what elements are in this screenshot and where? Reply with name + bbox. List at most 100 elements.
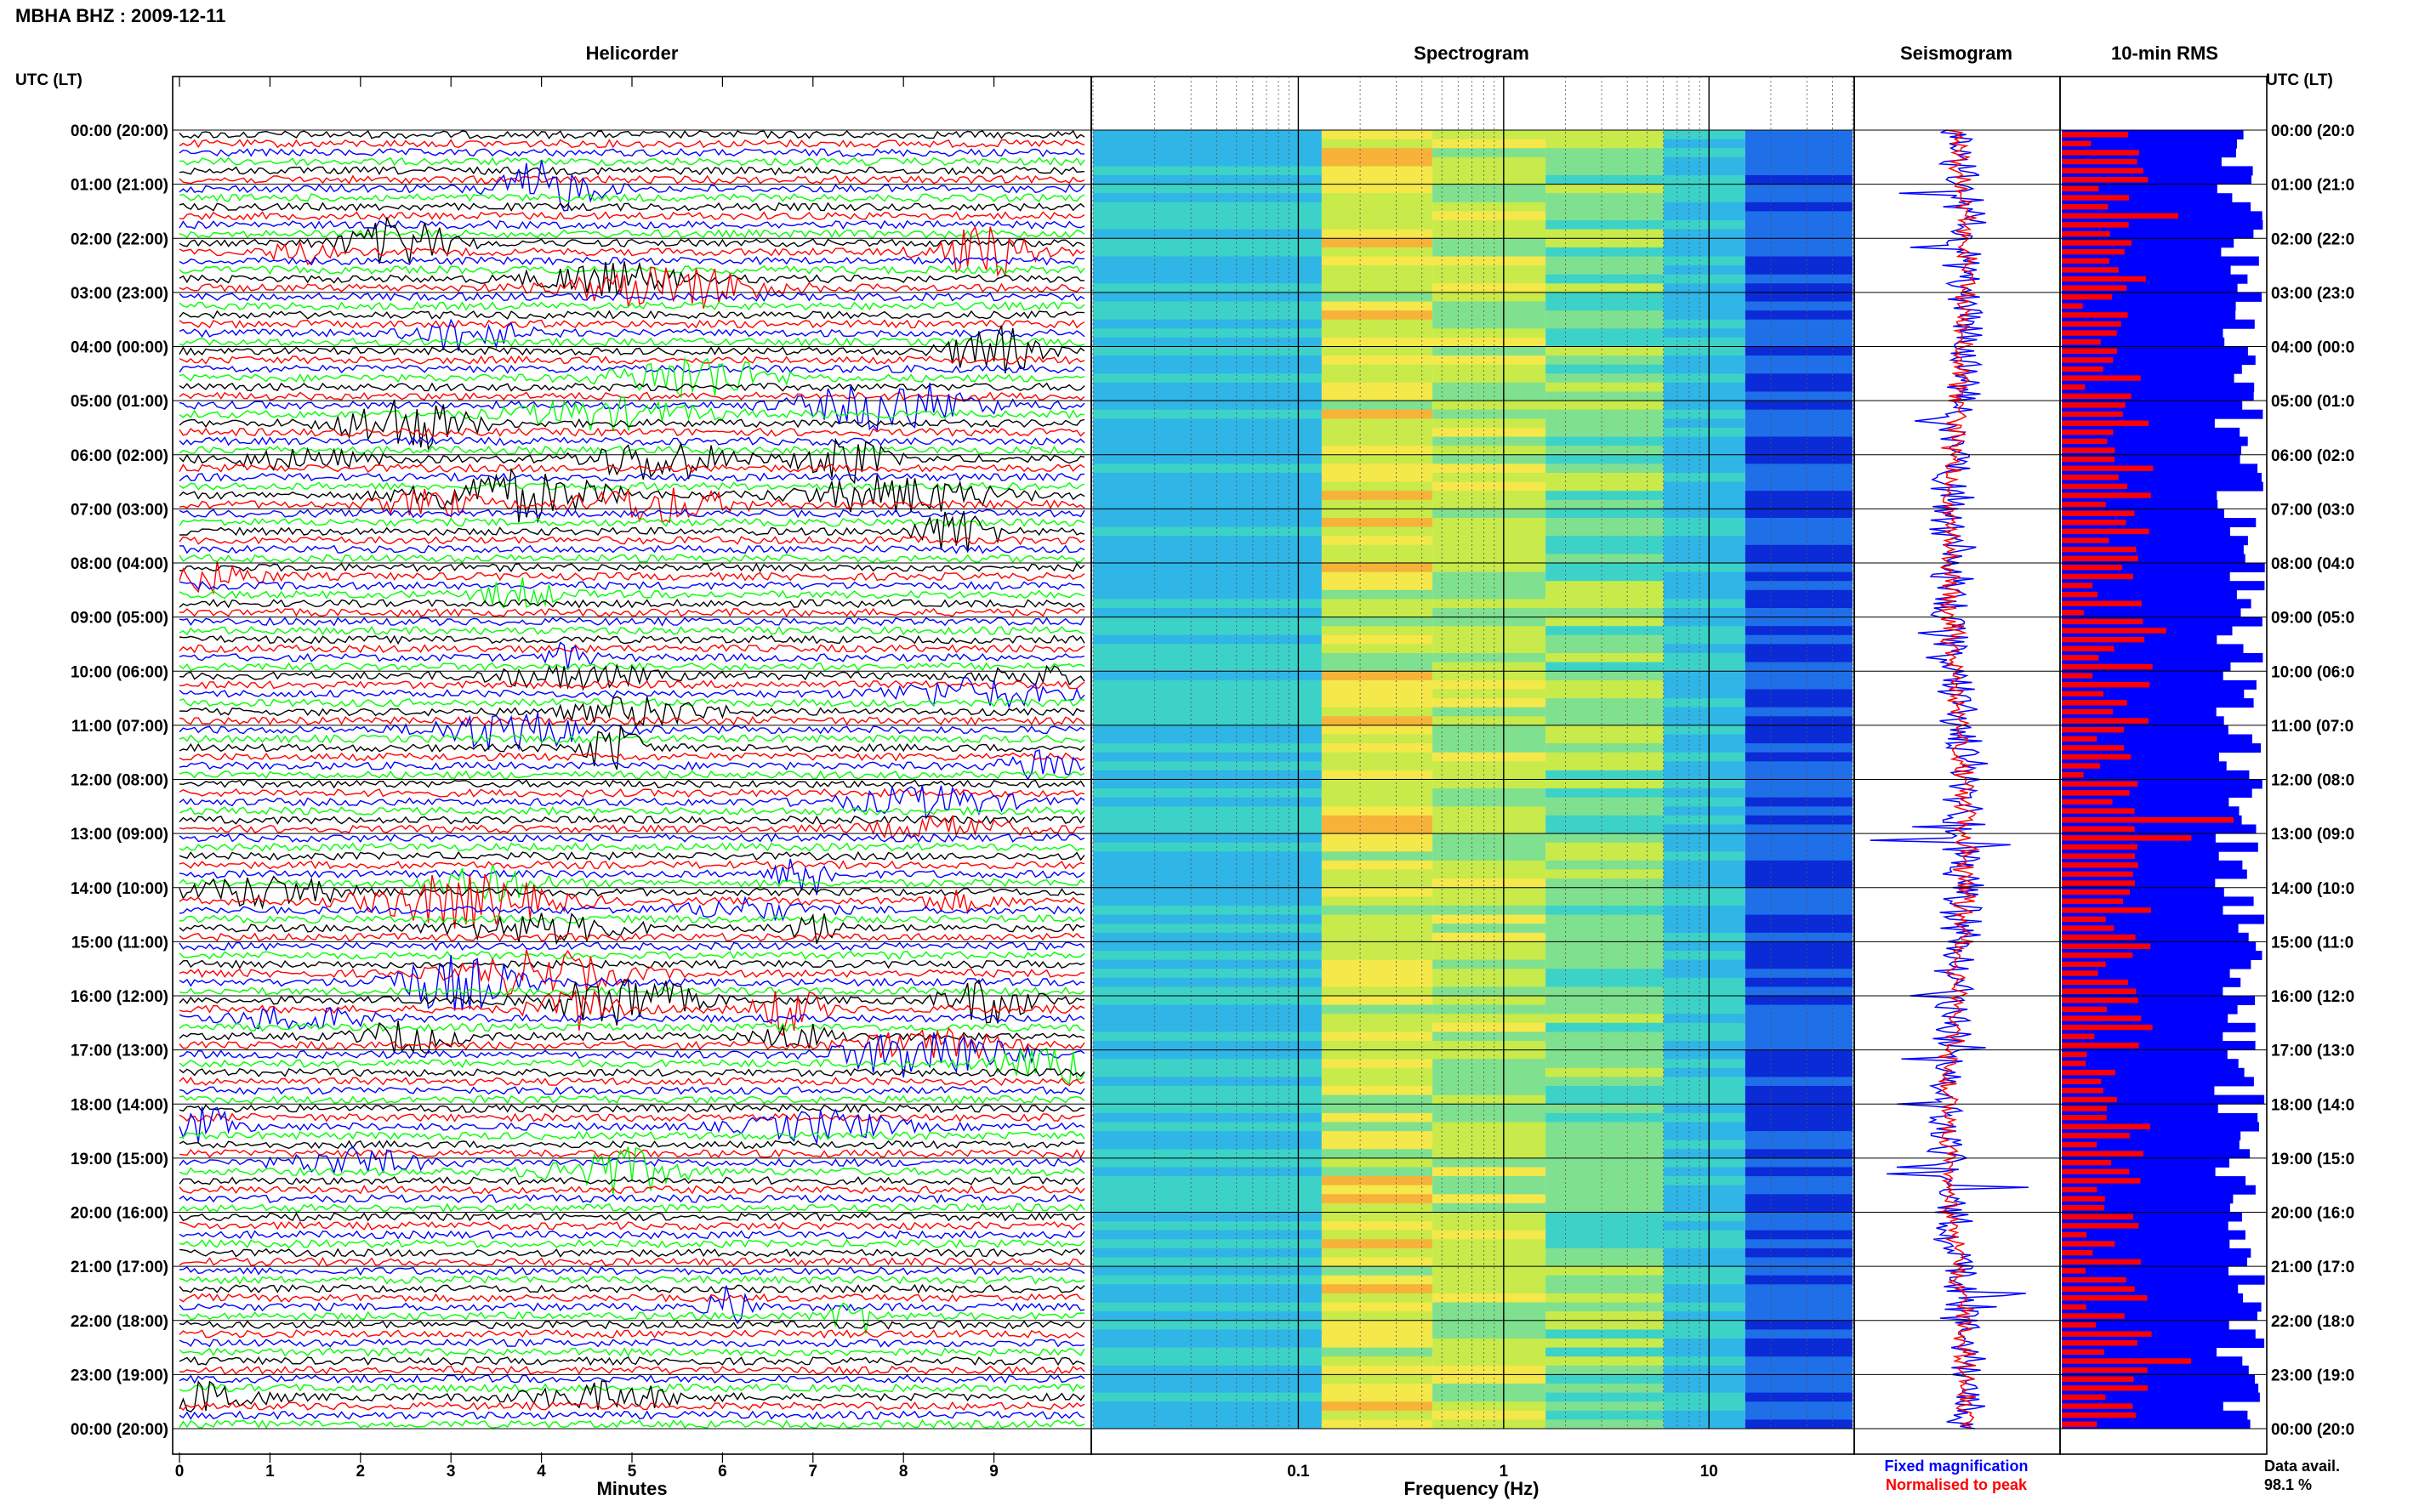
spectrogram-cell xyxy=(1093,283,1322,293)
rms-bar-fixed xyxy=(2062,220,2263,230)
spectrogram-cell xyxy=(1093,797,1322,807)
spectrogram-cell xyxy=(1093,310,1322,321)
spectrogram-cell xyxy=(1432,842,1546,852)
spectrogram-cell xyxy=(1432,914,1546,924)
spectrogram-cell xyxy=(1545,1149,1664,1159)
rms-bar-fixed xyxy=(2062,202,2251,212)
spectrogram-image xyxy=(1093,130,1853,1430)
spectrogram-cell xyxy=(1663,373,1745,384)
spectrogram-cell xyxy=(1093,373,1322,384)
helicorder-trace xyxy=(179,785,1085,820)
spectrogram-cell xyxy=(1663,184,1745,194)
spectrogram-cell xyxy=(1545,679,1664,690)
helicorder-trace xyxy=(179,202,1085,212)
spectrogram-cell xyxy=(1321,887,1433,897)
spectrogram-cell xyxy=(1745,319,1853,329)
spectrogram-cell xyxy=(1745,175,1853,185)
rms-bar-normalised xyxy=(2062,204,2109,210)
spectrogram-cell xyxy=(1432,589,1546,600)
spectrogram-cell xyxy=(1745,644,1853,654)
spectrogram-cell xyxy=(1432,887,1546,897)
axis-ticks xyxy=(173,77,2267,1463)
time-label-left: 17:00 (13:00) xyxy=(71,1043,168,1060)
helicorder-trace xyxy=(179,715,1085,726)
spectrogram-cell xyxy=(1321,156,1433,167)
rms-bar-normalised xyxy=(2062,1106,2107,1111)
spectrogram-cell xyxy=(1321,247,1433,257)
helicorder-trace xyxy=(179,864,1085,903)
spectrogram-cell xyxy=(1093,1194,1322,1204)
spectrogram-cell xyxy=(1321,454,1433,464)
spectrogram-cell xyxy=(1663,779,1745,789)
spectrogram-cell xyxy=(1663,274,1745,284)
spectrogram-cell xyxy=(1745,860,1853,870)
spectrogram-cell xyxy=(1545,707,1664,717)
spectrogram-cell xyxy=(1663,220,1745,230)
rms-bar-normalised xyxy=(2062,979,2128,986)
rms-bar-normalised xyxy=(2062,1214,2133,1219)
spectrogram-cell xyxy=(1321,932,1433,942)
rms-title: 10-min RMS xyxy=(2111,43,2218,64)
time-label-right: 10:00 (06:0 xyxy=(2271,663,2354,681)
spectrogram-cell xyxy=(1432,139,1546,149)
spectrogram-cell xyxy=(1663,1392,1745,1402)
rms-bar-normalised xyxy=(2062,1015,2142,1021)
spectrogram-cell xyxy=(1745,499,1853,509)
spectrogram-cell xyxy=(1545,1320,1664,1330)
helicorder-trace xyxy=(179,467,1085,524)
spectrogram-cell xyxy=(1432,463,1546,474)
spectrogram-cell xyxy=(1663,238,1745,248)
spectrogram-cell xyxy=(1663,761,1745,771)
spectrogram-cell xyxy=(1093,914,1322,924)
helicorder-x-tick-label: 6 xyxy=(718,1463,727,1481)
rms-bar-normalised xyxy=(2062,1385,2148,1391)
spectrogram-cell xyxy=(1663,878,1745,889)
helicorder-trace xyxy=(179,895,1085,922)
helicorder-trace xyxy=(179,1339,1085,1348)
spectrogram-cell xyxy=(1432,707,1546,717)
spectrogram-cell xyxy=(1663,707,1745,717)
spectrogram-cell xyxy=(1093,1059,1322,1069)
rms-bar-fixed xyxy=(2062,130,2244,139)
spectrogram-cell xyxy=(1545,1167,1664,1177)
spectrogram-cell xyxy=(1545,1266,1664,1276)
spectrogram-cell xyxy=(1093,536,1322,546)
time-label-left: 14:00 (10:00) xyxy=(71,880,168,898)
spectrogram-cell xyxy=(1432,1392,1546,1402)
helicorder-trace xyxy=(179,536,1085,546)
rms-bar-fixed xyxy=(2062,743,2261,753)
spectrogram-cell xyxy=(1663,391,1745,401)
rms-bar-normalised xyxy=(2062,1295,2148,1301)
helicorder-trace xyxy=(179,634,1085,645)
spectrogram-cell xyxy=(1321,634,1433,645)
spectrogram-cell xyxy=(1663,896,1745,907)
spectrogram-cell xyxy=(1745,906,1853,915)
spectrogram-cell xyxy=(1745,788,1853,799)
spectrogram-cell xyxy=(1545,382,1664,392)
spectrogram-cell xyxy=(1663,256,1745,266)
helicorder-trace xyxy=(179,949,1085,996)
spectrogram-cell xyxy=(1093,634,1322,645)
spectrogram-cell xyxy=(1745,292,1853,302)
spectrogram-cell xyxy=(1663,265,1745,276)
spectrogram-cell xyxy=(1093,337,1322,347)
spectrogram-cell xyxy=(1745,725,1853,735)
spectrogram-cell xyxy=(1093,427,1322,437)
spectrogram-cell xyxy=(1321,473,1433,482)
spectrogram-cell xyxy=(1093,130,1322,139)
spectrogram-cell xyxy=(1745,184,1853,194)
spectrogram-cell xyxy=(1321,1077,1433,1087)
helicorder-trace xyxy=(179,1146,1085,1195)
spectrogram-x-tick-label: 1 xyxy=(1500,1463,1509,1481)
spectrogram-cell xyxy=(1745,454,1853,464)
spectrogram-cell xyxy=(1545,1094,1664,1105)
spectrogram-cell xyxy=(1745,996,1853,1005)
spectrogram-cell xyxy=(1321,202,1433,212)
spectrogram-cell xyxy=(1545,1194,1664,1204)
spectrogram-cell xyxy=(1745,265,1853,276)
spectrogram-cell xyxy=(1321,599,1433,609)
spectrogram-cell xyxy=(1432,617,1546,627)
spectrogram-cell xyxy=(1432,1356,1546,1367)
rms-bar-fixed xyxy=(2062,1239,2230,1249)
rms-bar-fixed xyxy=(2062,1140,2240,1150)
